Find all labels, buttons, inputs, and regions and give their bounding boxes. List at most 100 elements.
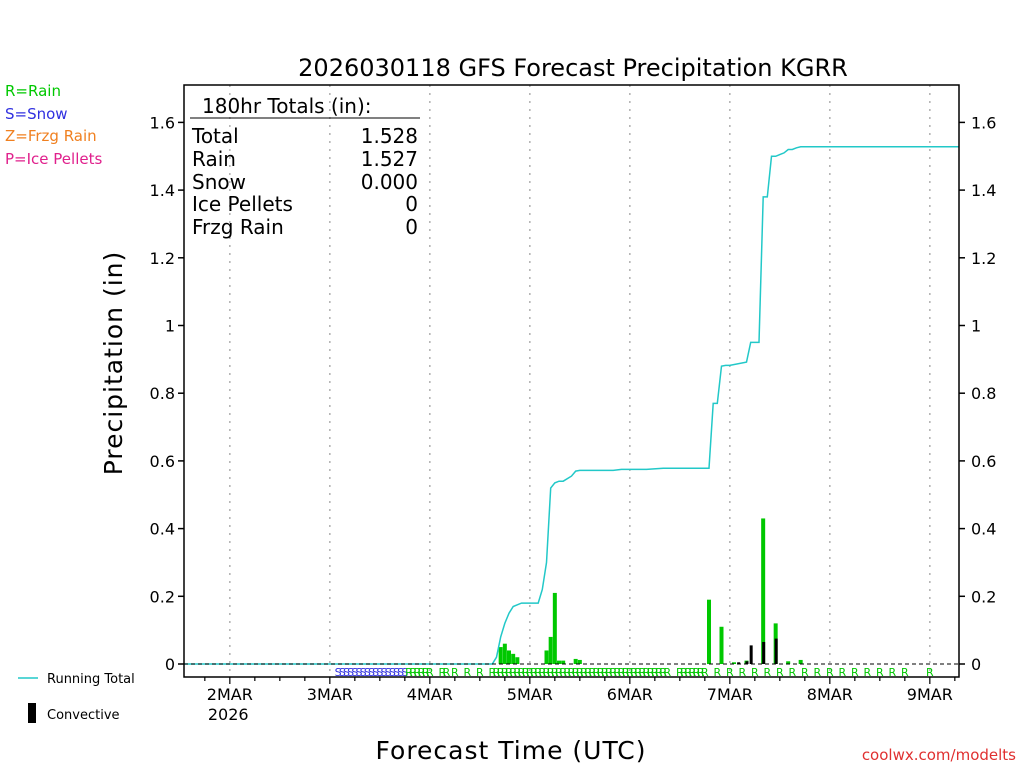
precip-bar-19 — [798, 659, 803, 664]
totals-value-frzg-rain: 0 — [405, 215, 418, 239]
rain-marker-36: R — [593, 666, 601, 679]
rain-marker-67: R — [789, 666, 797, 679]
precip-bar-7 — [552, 592, 557, 664]
precip-bar-8 — [557, 660, 561, 664]
y-tick-label-right-1: 0.2 — [971, 587, 996, 606]
rain-marker-24: R — [543, 666, 551, 679]
rain-marker-30: R — [568, 666, 576, 679]
rain-marker-46: R — [634, 666, 642, 679]
rain-marker-26: R — [551, 666, 559, 679]
y-tick-label-left-5: 1 — [165, 317, 175, 336]
totals-value-snow: 0.000 — [361, 170, 418, 194]
y-tick-label-right-6: 1.2 — [971, 249, 996, 268]
precip-bar-5 — [544, 650, 549, 664]
rain-marker-70: R — [826, 666, 834, 679]
y-tick-label-left-7: 1.4 — [150, 181, 175, 200]
y-tick-label-right-0: 0 — [971, 655, 981, 674]
rain-marker-20: R — [526, 666, 534, 679]
totals-value-total: 1.528 — [361, 124, 418, 148]
rain-marker-64: R — [751, 666, 759, 679]
precip-bar-2 — [507, 650, 511, 664]
rain-marker-23: R — [539, 666, 547, 679]
rain-marker-8: R — [451, 666, 459, 679]
totals-header: 180hr Totals (in): — [202, 94, 372, 118]
legend-snow: S=Snow — [5, 105, 68, 123]
x-tick-label-2: 4MAR — [407, 685, 453, 704]
precip-bar-0 — [498, 647, 503, 664]
x-tick-label-1: 3MAR — [307, 685, 353, 704]
rain-marker-18: R — [518, 666, 526, 679]
precip-bar-12 — [707, 599, 711, 664]
totals-label-rain: Rain — [192, 147, 236, 171]
rain-marker-76: R — [901, 666, 909, 679]
snow-marker-9: S — [372, 666, 379, 679]
convective-bar-1 — [745, 661, 749, 664]
precip-bar-9 — [561, 660, 566, 664]
rain-marker-14: R — [501, 666, 509, 679]
precip-bar-14 — [732, 662, 736, 664]
rain-marker-9: R — [464, 666, 472, 679]
rain-marker-6: R — [439, 666, 447, 679]
snow-marker-2: S — [343, 666, 350, 679]
convective-bar-4 — [774, 638, 778, 664]
rain-marker-72: R — [851, 666, 859, 679]
rain-marker-39: R — [605, 666, 613, 679]
rain-marker-4: R — [422, 666, 430, 679]
rain-marker-28: R — [559, 666, 567, 679]
snow-marker-3: S — [347, 666, 354, 679]
legend-running-total: Running Total — [47, 672, 135, 687]
rain-marker-17: R — [514, 666, 522, 679]
rain-marker-41: R — [614, 666, 622, 679]
series-legend: Running Total Convective — [18, 672, 135, 723]
bars-layer — [498, 518, 803, 664]
y-tick-label-left-3: 0.6 — [150, 452, 175, 471]
y-tick-label-right-7: 1.4 — [971, 181, 996, 200]
rain-marker-31: R — [572, 666, 580, 679]
y-tick-label-left-4: 0.8 — [150, 384, 175, 403]
precip-bar-16 — [761, 518, 766, 664]
x-axis-label: Forecast Time (UTC) — [376, 736, 647, 765]
rain-marker-43: R — [622, 666, 630, 679]
rain-marker-34: R — [584, 666, 592, 679]
snow-marker-0: S — [335, 666, 342, 679]
y-tick-label-left-8: 1.6 — [150, 113, 175, 132]
rain-marker-33: R — [580, 666, 588, 679]
rain-marker-5: R — [426, 666, 434, 679]
rain-marker-45: R — [630, 666, 638, 679]
y-tick-label-left-6: 1.2 — [150, 249, 175, 268]
rain-marker-2: R — [414, 666, 422, 679]
rain-marker-66: R — [776, 666, 784, 679]
y-tick-label-left-2: 0.4 — [150, 520, 175, 539]
y-tick-label-left-0: 0 — [165, 655, 175, 674]
rain-marker-21: R — [530, 666, 538, 679]
x-tick-label-5: 7MAR — [707, 685, 753, 704]
y-tick-label-right-8: 1.6 — [971, 113, 996, 132]
rain-marker-58: R — [693, 666, 701, 679]
rain-marker-61: R — [714, 666, 722, 679]
totals-label-frzg-rain: Frzg Rain — [192, 215, 284, 239]
rain-marker-3: R — [418, 666, 426, 679]
rain-marker-54: R — [676, 666, 684, 679]
rain-marker-12: R — [493, 666, 501, 679]
rain-marker-51: R — [655, 666, 663, 679]
snow-marker-7: S — [364, 666, 371, 679]
precip-bar-1 — [502, 643, 507, 664]
snow-marker-4: S — [351, 666, 358, 679]
rain-marker-55: R — [680, 666, 688, 679]
totals-value-ice-pellets: 0 — [405, 192, 418, 216]
precip-bar-10 — [573, 658, 578, 664]
snow-marker-6: S — [360, 666, 367, 679]
y-tick-label-right-5: 1 — [971, 317, 981, 336]
rain-marker-32: R — [576, 666, 584, 679]
rain-marker-13: R — [497, 666, 505, 679]
rain-marker-71: R — [839, 666, 847, 679]
rain-marker-15: R — [505, 666, 513, 679]
rain-marker-19: R — [522, 666, 530, 679]
snow-marker-15: S — [397, 666, 404, 679]
chart-title: 2026030118 GFS Forecast Precipitation KG… — [298, 54, 848, 82]
rain-marker-1: R — [409, 666, 417, 679]
legend-ice-pellets: P=Ice Pellets — [5, 150, 102, 168]
convective-bar-0 — [737, 662, 741, 664]
snow-marker-8: S — [368, 666, 375, 679]
